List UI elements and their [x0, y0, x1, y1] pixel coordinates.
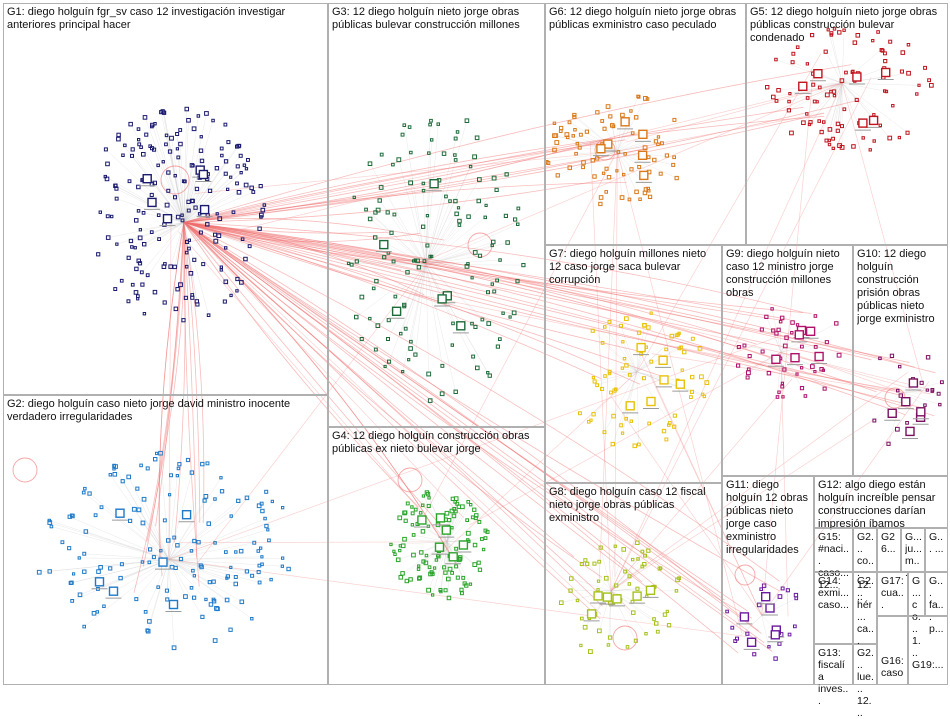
group-box-g15[interactable]: G15: #naci... caso... 12... [814, 528, 853, 572]
group-box-g5[interactable]: G5: 12 diego holguín nieto jorge obras p… [746, 3, 948, 245]
group-box-g23[interactable]: G... ... [925, 528, 948, 572]
group-box-g14[interactable]: G14: exmi... caso... [814, 572, 853, 644]
group-label: G2... lue... 12... [857, 647, 874, 719]
group-box-g8[interactable]: G8: diego holguín caso 12 fiscal nieto j… [545, 483, 722, 685]
group-box-g16[interactable]: G16: caso [877, 616, 908, 685]
group-label: G9: diego holguín nieto caso 12 ministro… [726, 248, 850, 300]
group-label: G13: fiscalía inves... [818, 647, 850, 707]
group-label: G5: 12 diego holguín nieto jorge obras p… [750, 6, 945, 45]
group-box-g9[interactable]: G9: diego holguín nieto caso 12 ministro… [722, 245, 853, 476]
group-box-g2[interactable]: G2: diego holguín caso nieto jorge david… [3, 395, 328, 685]
group-label: G3: 12 diego holguín nieto jorge obras p… [332, 6, 542, 32]
group-label: G19:... [912, 659, 945, 671]
group-box-g21[interactable]: G... fa... p... [925, 572, 948, 616]
group-box-g2x[interactable]: G2... co... 12... [853, 528, 877, 572]
group-label: G2: diego holguín caso nieto jorge david… [7, 398, 325, 424]
group-box-g10[interactable]: G10: 12 diego holguín construcción prisi… [853, 245, 948, 476]
group-label: G16: caso [881, 655, 905, 679]
group-label: G... ... [929, 531, 945, 555]
group-label: G6: 12 diego holguín nieto jorge obras p… [549, 6, 743, 32]
group-box-g7[interactable]: G7: diego holguín millones nieto 12 caso… [545, 245, 722, 483]
group-box-g1[interactable]: G1: diego holguín fgr_sv caso 12 investi… [3, 3, 328, 395]
group-label: G12: algo diego están holguín increíble … [818, 479, 945, 531]
group-box-g18[interactable]: G... co... 1... [908, 572, 925, 616]
group-label: G7: diego holguín millones nieto 12 caso… [549, 248, 719, 287]
group-box-g17[interactable]: G17: cua... [877, 572, 908, 616]
group-box-g4[interactable]: G4: 12 diego holguín construcción obras … [328, 427, 545, 685]
group-box-g6[interactable]: G6: 12 diego holguín nieto jorge obras p… [545, 3, 746, 245]
group-label: G8: diego holguín caso 12 fiscal nieto j… [549, 486, 719, 525]
group-box-g11[interactable]: G11: diego holguín 12 obras públicas nie… [722, 476, 814, 685]
group-box-g3[interactable]: G3: 12 diego holguín nieto jorge obras p… [328, 3, 545, 427]
group-box-g2y[interactable]: G2... hér... ca... [853, 572, 877, 644]
group-label: G2... hér... ca... [857, 575, 874, 647]
group-label: G14: exmi... caso... [818, 575, 850, 611]
group-label: G17: cua... [881, 575, 905, 611]
group-label: G11: diego holguín 12 obras públicas nie… [726, 479, 811, 557]
network-graph: G1: diego holguín fgr_sv caso 12 investi… [0, 0, 950, 688]
group-label: G10: 12 diego holguín construcción prisi… [857, 248, 945, 326]
group-box-g19[interactable]: G19:... [908, 616, 948, 685]
group-label: G26... [881, 531, 898, 555]
group-box-g26b[interactable]: G... ju... m... [901, 528, 925, 572]
group-box-g2z[interactable]: G2... lue... 12... [853, 644, 877, 685]
group-box-g12[interactable]: G12: algo diego están holguín increíble … [814, 476, 948, 528]
group-label: G4: 12 diego holguín construcción obras … [332, 430, 542, 456]
group-box-g26[interactable]: G26... [877, 528, 901, 572]
group-box-g13[interactable]: G13: fiscalía inves... [814, 644, 853, 685]
group-label: G1: diego holguín fgr_sv caso 12 investi… [7, 6, 325, 32]
